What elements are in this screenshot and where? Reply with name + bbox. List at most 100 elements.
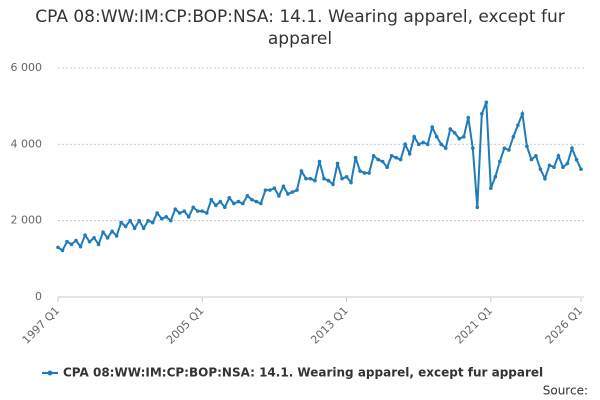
point bbox=[236, 199, 241, 204]
point bbox=[200, 209, 205, 213]
point bbox=[87, 239, 92, 244]
point bbox=[371, 153, 376, 158]
point bbox=[150, 220, 155, 225]
y-tick-label: 2 000 bbox=[11, 214, 43, 227]
point bbox=[489, 186, 493, 191]
point bbox=[295, 188, 299, 192]
point bbox=[470, 146, 475, 150]
point bbox=[56, 245, 60, 250]
point bbox=[322, 176, 326, 181]
point bbox=[448, 127, 453, 131]
point bbox=[529, 157, 534, 162]
point bbox=[209, 197, 214, 202]
point bbox=[520, 112, 525, 116]
point bbox=[538, 167, 543, 171]
point bbox=[498, 159, 502, 164]
point bbox=[177, 211, 182, 215]
point bbox=[105, 236, 110, 240]
point bbox=[141, 226, 146, 231]
point bbox=[281, 184, 286, 189]
point bbox=[277, 194, 281, 198]
point bbox=[223, 205, 227, 210]
point bbox=[511, 134, 516, 139]
point bbox=[416, 142, 421, 147]
point bbox=[493, 174, 498, 179]
point bbox=[484, 100, 489, 105]
point bbox=[245, 194, 250, 198]
point bbox=[457, 136, 462, 141]
point bbox=[552, 165, 556, 170]
point bbox=[398, 157, 403, 162]
point bbox=[313, 178, 317, 183]
point bbox=[547, 163, 552, 168]
point bbox=[173, 207, 178, 212]
point bbox=[439, 142, 444, 147]
point bbox=[534, 153, 538, 158]
point bbox=[407, 152, 412, 156]
point bbox=[232, 201, 236, 206]
x-tick-label: 2021 Q1 bbox=[453, 304, 496, 347]
point bbox=[480, 112, 484, 116]
point bbox=[349, 180, 353, 185]
point bbox=[114, 234, 119, 238]
point bbox=[556, 153, 561, 158]
series-line bbox=[57, 101, 582, 252]
point bbox=[367, 171, 371, 175]
point bbox=[335, 161, 340, 166]
point bbox=[96, 242, 101, 247]
point bbox=[308, 176, 313, 181]
y-tick-label: 0 bbox=[35, 290, 42, 303]
point bbox=[475, 205, 480, 210]
point bbox=[574, 157, 579, 162]
point bbox=[466, 115, 471, 120]
point bbox=[123, 224, 128, 229]
point bbox=[263, 188, 268, 192]
point bbox=[412, 134, 416, 139]
point bbox=[132, 226, 137, 231]
point bbox=[434, 134, 439, 139]
point bbox=[452, 131, 457, 135]
legend-marker bbox=[47, 370, 53, 376]
point bbox=[128, 218, 132, 223]
point bbox=[421, 140, 425, 145]
point bbox=[119, 220, 123, 225]
point bbox=[461, 134, 466, 139]
point bbox=[389, 153, 394, 158]
point bbox=[164, 215, 169, 219]
point bbox=[259, 201, 263, 206]
x-tick-label: 2013 Q1 bbox=[308, 304, 351, 347]
point bbox=[241, 201, 245, 206]
point bbox=[254, 199, 259, 204]
point bbox=[146, 218, 150, 223]
point bbox=[195, 209, 200, 213]
y-tick-label: 4 000 bbox=[11, 137, 43, 150]
point bbox=[182, 209, 187, 213]
point bbox=[502, 146, 507, 150]
point bbox=[326, 178, 331, 183]
point bbox=[579, 167, 583, 171]
point bbox=[83, 233, 87, 237]
x-tick-label: 2005 Q1 bbox=[164, 304, 207, 347]
point bbox=[543, 176, 547, 181]
point bbox=[362, 171, 367, 175]
point bbox=[186, 215, 191, 219]
point bbox=[218, 199, 223, 204]
point bbox=[565, 161, 570, 166]
point bbox=[570, 146, 574, 150]
point bbox=[191, 205, 196, 210]
point bbox=[380, 159, 385, 164]
point bbox=[92, 236, 96, 240]
point bbox=[525, 144, 529, 149]
point bbox=[561, 165, 565, 170]
point bbox=[74, 238, 78, 243]
y-tick-label: 6 000 bbox=[11, 61, 43, 74]
point bbox=[290, 190, 295, 194]
point bbox=[272, 186, 277, 191]
point bbox=[204, 211, 209, 215]
point bbox=[344, 174, 349, 179]
point bbox=[304, 176, 308, 181]
source: Source: bbox=[543, 384, 588, 398]
chart-title: CPA 08:WW:IM:CP:BOP:NSA: 14.1. Wearing a… bbox=[35, 7, 565, 49]
point bbox=[69, 242, 74, 247]
